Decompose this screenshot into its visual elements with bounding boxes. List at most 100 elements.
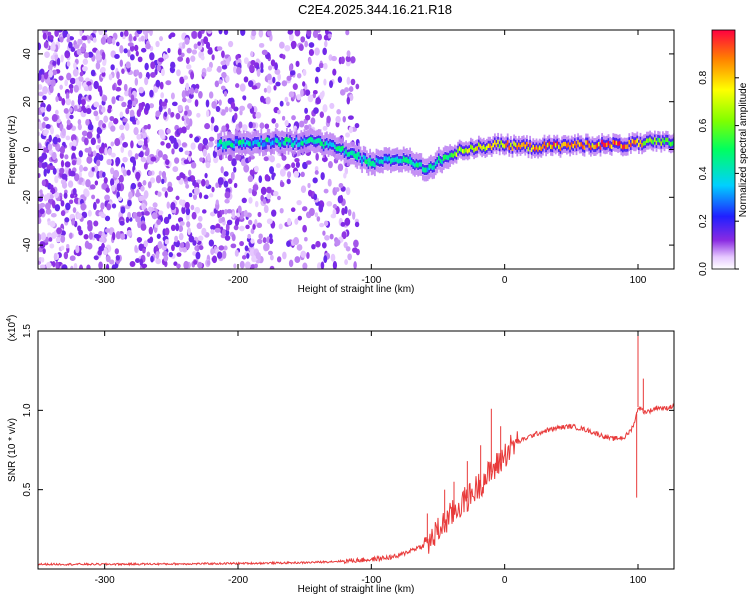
heatmap-cell	[326, 140, 328, 146]
heatmap-cell	[251, 30, 257, 37]
heatmap-cell	[184, 201, 190, 209]
heatmap-cell	[102, 60, 107, 66]
heatmap-cell	[155, 40, 160, 48]
heatmap-cell	[350, 141, 352, 148]
heatmap-cell	[144, 103, 151, 112]
heatmap-cell	[591, 143, 594, 148]
heatmap-cell	[254, 139, 256, 145]
heatmap-cell	[165, 80, 172, 86]
heatmap-cell	[487, 143, 490, 148]
heatmap-cell	[271, 131, 274, 138]
heatmap-cell	[156, 233, 161, 239]
heatmap-cell	[490, 150, 493, 157]
heatmap-cell	[123, 48, 128, 54]
heatmap-cell	[650, 144, 653, 151]
heatmap-cell	[340, 56, 345, 65]
heatmap-cell	[239, 130, 242, 137]
heatmap-cell	[79, 164, 84, 173]
heatmap-cell	[203, 194, 209, 200]
heatmap-cell	[87, 51, 94, 58]
heatmap-cell	[43, 116, 49, 122]
heatmap-cell	[166, 128, 171, 134]
heatmap-cell	[524, 149, 527, 156]
heatmap-cell	[214, 227, 221, 233]
heatmap-cell	[290, 139, 293, 145]
chart-title: C2E4.2025.344.16.21.R18	[298, 2, 452, 17]
heatmap-cell	[660, 146, 663, 153]
heatmap-cell	[87, 123, 94, 131]
heatmap-cell	[183, 75, 189, 80]
heatmap-cell	[494, 133, 496, 140]
heatmap-cell	[401, 158, 403, 164]
heatmap-cell	[121, 68, 125, 74]
heatmap-cell	[110, 167, 115, 175]
heatmap-cell	[38, 109, 42, 115]
heatmap-cell	[113, 118, 119, 125]
heatmap-cell	[295, 161, 300, 168]
heatmap-cell	[626, 137, 629, 144]
heatmap-cell	[452, 146, 455, 153]
heatmap-cell	[298, 142, 301, 147]
heatmap-cell	[447, 163, 450, 170]
heatmap-cell	[610, 149, 613, 156]
heatmap-cell	[272, 76, 276, 84]
heatmap-cell	[250, 143, 253, 148]
heatmap-cell	[534, 146, 536, 152]
heatmap-cell	[364, 163, 367, 170]
heatmap-cell	[191, 211, 197, 220]
heatmap-cell	[161, 178, 165, 185]
heatmap-cell	[388, 156, 391, 161]
heatmap-cell	[254, 263, 258, 269]
heatmap-cell	[473, 141, 475, 148]
heatmap-cell	[668, 141, 671, 146]
heatmap-cell	[498, 149, 501, 156]
heatmap-cell	[329, 132, 331, 139]
heatmap-cell	[279, 149, 282, 156]
snr-multiplier: (x104)	[6, 315, 18, 342]
heatmap-cell	[513, 141, 515, 146]
heatmap-cell	[52, 260, 56, 268]
heatmap-cell	[339, 194, 344, 203]
heatmap-cell	[38, 42, 42, 51]
heatmap-cell	[259, 122, 265, 130]
heatmap-cell	[46, 192, 50, 201]
heatmap-cell	[120, 233, 126, 240]
heatmap-cell	[566, 136, 568, 143]
heatmap-cell	[318, 129, 320, 136]
heatmap-cell	[275, 163, 281, 169]
heatmap-cell	[535, 145, 538, 150]
heatmap-cell	[209, 193, 214, 198]
heatmap-cell	[352, 211, 356, 220]
heatmap-cell	[45, 202, 51, 211]
heatmap-cell	[266, 186, 272, 194]
heatmap-cell	[176, 69, 181, 77]
heatmap-cell	[71, 159, 77, 166]
heatmap-cell	[505, 143, 507, 148]
heatmap-cell	[230, 243, 237, 249]
heatmap-cell	[54, 204, 61, 212]
heatmap-cell	[202, 137, 209, 146]
heatmap-cell	[139, 258, 144, 266]
heatmap-cell	[633, 145, 635, 152]
heatmap-cell	[263, 156, 269, 162]
heatmap-cell	[160, 68, 165, 77]
heatmap-cell	[210, 248, 215, 255]
heatmap-cell	[518, 142, 520, 148]
heatmap-cell	[570, 142, 573, 147]
heatmap-cell	[542, 144, 544, 149]
heatmap-cell	[308, 129, 311, 136]
heatmap-cell	[428, 173, 431, 180]
heatmap-cell	[97, 138, 101, 144]
heatmap-cell	[107, 147, 112, 156]
heatmap-cell	[150, 61, 156, 70]
heatmap-cell	[625, 137, 627, 144]
heatmap-cell	[77, 97, 82, 106]
heatmap-cell	[638, 147, 640, 154]
heatmap-cell	[302, 131, 304, 138]
heatmap-cell	[162, 154, 168, 161]
heatmap-cell	[407, 149, 410, 156]
heatmap-cell	[244, 149, 247, 156]
heatmap-cell	[335, 115, 341, 124]
heatmap-cell	[306, 30, 312, 37]
heatmap-cell	[198, 245, 204, 251]
